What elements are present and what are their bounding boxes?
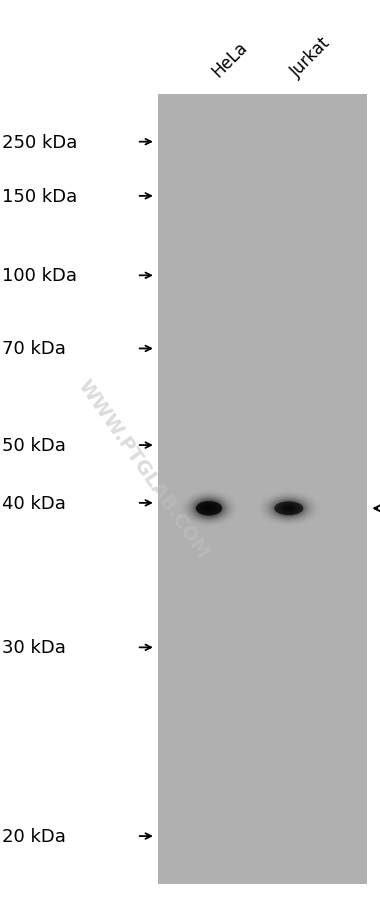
- Ellipse shape: [194, 500, 224, 518]
- Ellipse shape: [281, 504, 297, 513]
- Text: WWW.PTGLAB.COM: WWW.PTGLAB.COM: [74, 376, 212, 562]
- Ellipse shape: [193, 499, 225, 519]
- Ellipse shape: [204, 506, 214, 511]
- Ellipse shape: [280, 503, 298, 513]
- Ellipse shape: [284, 506, 294, 511]
- Text: 250 kDa: 250 kDa: [2, 133, 77, 152]
- Ellipse shape: [207, 507, 211, 511]
- Text: 150 kDa: 150 kDa: [2, 188, 77, 206]
- Text: 100 kDa: 100 kDa: [2, 267, 77, 285]
- Ellipse shape: [203, 505, 215, 512]
- Ellipse shape: [274, 502, 303, 516]
- Text: Jurkat: Jurkat: [287, 34, 334, 81]
- Ellipse shape: [278, 502, 299, 514]
- Ellipse shape: [276, 502, 302, 516]
- Text: 40 kDa: 40 kDa: [2, 494, 66, 512]
- Bar: [158, 95, 367, 884]
- Ellipse shape: [287, 507, 291, 510]
- Ellipse shape: [205, 506, 213, 511]
- Text: 30 kDa: 30 kDa: [2, 639, 66, 657]
- Ellipse shape: [207, 508, 211, 510]
- Ellipse shape: [275, 501, 302, 516]
- Ellipse shape: [282, 505, 295, 512]
- Text: 50 kDa: 50 kDa: [2, 437, 66, 455]
- Ellipse shape: [197, 502, 221, 516]
- Text: HeLa: HeLa: [208, 39, 251, 81]
- Ellipse shape: [288, 508, 290, 509]
- Ellipse shape: [282, 505, 296, 512]
- Ellipse shape: [200, 503, 218, 514]
- Ellipse shape: [274, 501, 303, 517]
- Ellipse shape: [196, 502, 222, 516]
- Ellipse shape: [277, 502, 301, 515]
- Text: 20 kDa: 20 kDa: [2, 827, 66, 845]
- Ellipse shape: [199, 502, 219, 515]
- Ellipse shape: [202, 504, 216, 513]
- Ellipse shape: [285, 507, 293, 511]
- Ellipse shape: [286, 507, 292, 511]
- Text: 70 kDa: 70 kDa: [2, 340, 66, 358]
- Ellipse shape: [208, 508, 210, 510]
- Ellipse shape: [274, 500, 304, 518]
- Ellipse shape: [195, 500, 223, 518]
- Ellipse shape: [204, 505, 214, 512]
- Ellipse shape: [201, 503, 217, 514]
- Ellipse shape: [287, 508, 290, 510]
- Ellipse shape: [279, 503, 299, 514]
- Ellipse shape: [283, 505, 295, 512]
- Ellipse shape: [196, 501, 222, 517]
- Ellipse shape: [200, 502, 218, 515]
- Ellipse shape: [196, 501, 222, 517]
- Ellipse shape: [277, 502, 300, 515]
- Ellipse shape: [206, 507, 212, 511]
- Ellipse shape: [198, 502, 220, 516]
- Ellipse shape: [203, 504, 215, 513]
